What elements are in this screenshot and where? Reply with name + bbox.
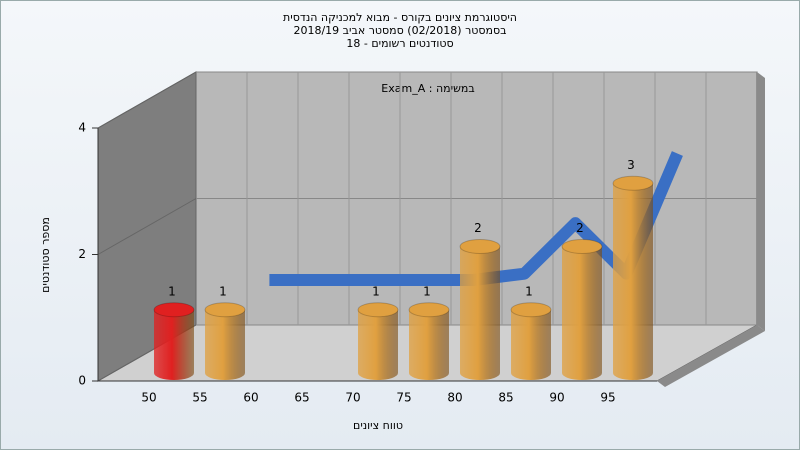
chart-subtitle: סטודנטים רשומים - 18 <box>346 37 453 50</box>
y-tick-label: 0 <box>78 374 86 388</box>
annotation: במשימה : Exam_A <box>381 82 474 95</box>
y-tick-label: 4 <box>78 121 86 135</box>
bar <box>460 246 500 380</box>
x-tick-label: 50 <box>141 391 156 405</box>
chart-subtitle: בסמסטר (02/2018) סמסטר אביב 2018/19 <box>293 24 506 37</box>
bar <box>613 183 653 380</box>
bar-top <box>612 175 654 191</box>
data-label: 1 <box>423 284 431 298</box>
chart-title: היסטוגרמת ציונים בקורס - מבוא למכניקה הנ… <box>283 11 517 24</box>
data-label: 2 <box>474 221 482 235</box>
x-tick-label: 90 <box>549 391 564 405</box>
x-tick-label: 70 <box>345 391 360 405</box>
bar-top <box>204 302 246 318</box>
data-label: 1 <box>525 284 533 298</box>
bar <box>511 309 551 380</box>
bar <box>409 309 449 380</box>
data-label: 1 <box>168 284 176 298</box>
y-axis-label: מספר סטודנטים <box>39 217 52 293</box>
bar-top <box>459 239 501 254</box>
bar <box>154 309 194 380</box>
bar <box>562 246 602 380</box>
x-tick-label: 55 <box>192 391 207 405</box>
data-label: 1 <box>372 284 380 298</box>
x-tick-label: 80 <box>447 391 462 405</box>
y-tick-label: 2 <box>78 247 86 261</box>
x-tick-label: 60 <box>243 391 258 405</box>
grid-line <box>97 71 197 129</box>
data-label: 3 <box>627 158 635 172</box>
floor-edge <box>657 325 765 387</box>
wall-edge <box>757 72 765 331</box>
bar-top <box>510 302 552 318</box>
bar-top <box>408 302 450 318</box>
data-label: 2 <box>576 221 584 235</box>
x-axis-label: טווח ציונים <box>353 419 403 432</box>
bar-top <box>357 302 399 318</box>
x-tick-label: 75 <box>396 391 411 405</box>
x-tick-label: 95 <box>600 391 615 405</box>
bar-top <box>561 239 603 254</box>
bar <box>205 309 245 380</box>
x-tick-label: 85 <box>498 391 513 405</box>
bar-top <box>153 302 195 318</box>
data-label: 1 <box>219 284 227 298</box>
x-tick-label: 65 <box>294 391 309 405</box>
bar <box>358 309 398 380</box>
grid-line <box>97 198 197 255</box>
